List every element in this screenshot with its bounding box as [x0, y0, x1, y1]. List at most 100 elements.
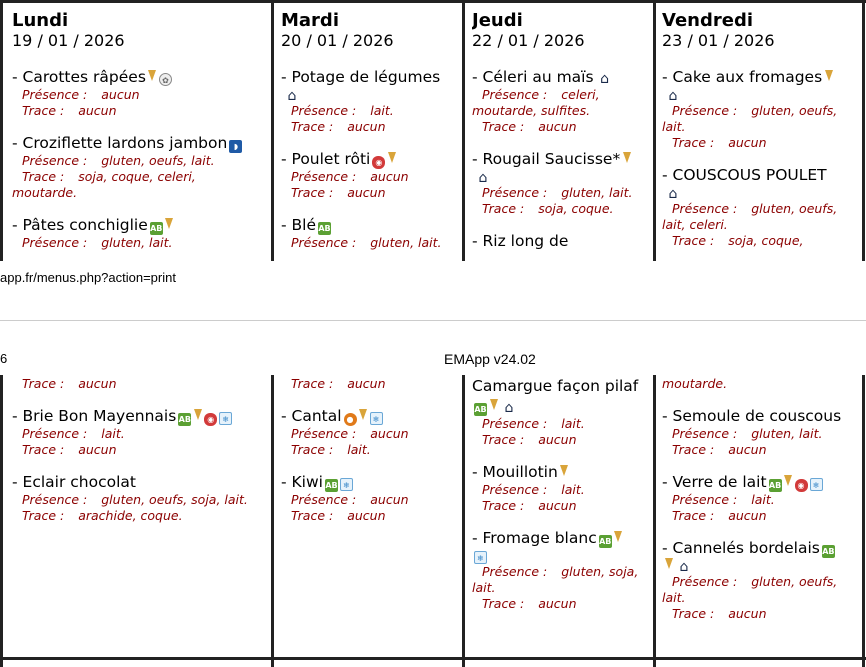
menu-dish: - Cannelés bordelais AB ⌂ Présence : gluten,…	[662, 538, 858, 622]
trace-label: Trace :	[482, 119, 525, 134]
presence-value: gluten, soja,	[561, 564, 639, 579]
trace-value: aucun	[538, 432, 577, 447]
trace-line: Trace : soja, coque,	[662, 233, 858, 249]
day-column: Lundi 19 / 01 / 2026- Carottes râpées ✿ Pré…	[12, 0, 268, 261]
dish-continued: Trace : aucun	[281, 376, 459, 392]
bio-icon: AB	[178, 413, 192, 426]
trace-value: aucun	[78, 103, 117, 118]
presence-line: Présence : aucun	[281, 492, 459, 508]
house-icon: ⌂	[478, 170, 488, 186]
cone-icon	[560, 465, 569, 478]
trace-value: aucun	[78, 442, 117, 457]
dish-name: - Kiwi AB ❄	[281, 472, 459, 492]
trace-value: soja, coque.	[538, 201, 614, 216]
trace-line: Trace : aucun	[281, 185, 459, 201]
presence-value: lait.	[101, 426, 125, 441]
dish-name: - Cannelés bordelais AB	[662, 538, 858, 558]
trace-value: aucun	[347, 376, 386, 391]
presence-value: gluten, lait.	[561, 185, 633, 200]
cone-icon	[824, 70, 833, 83]
cone-icon	[359, 409, 368, 422]
trace-line: Trace : aucun	[662, 442, 858, 458]
column-border	[653, 375, 656, 667]
bio-icon: AB	[598, 535, 612, 548]
presence-value: gluten, lait.	[751, 426, 823, 441]
presence-line: Présence : gluten, lait.	[12, 235, 268, 251]
cone-icon	[165, 218, 174, 231]
presence-label: Présence :	[22, 153, 88, 168]
dish-name: - Riz long de	[472, 231, 650, 251]
day-column: Vendredi 23 / 01 / 2026 - Cake aux fromage…	[662, 0, 858, 261]
day-column: Camargue façon pilaf AB ⌂ Présence : lait. Tr…	[472, 375, 650, 626]
dish-icons: ❄	[472, 548, 650, 564]
red-icon: ◉	[372, 156, 386, 169]
trace-line: Trace : aucun	[662, 508, 858, 524]
presence-line: Présence : gluten, oeufs,	[662, 103, 858, 119]
column-border	[862, 375, 865, 667]
dish-icons: AB ⌂	[472, 396, 650, 416]
menu-dish: - Pâtes conchiglie AB Présence : gluten, la…	[12, 215, 268, 251]
trace-line: Trace : aucun	[12, 376, 268, 392]
trace-label: Trace :	[672, 508, 715, 523]
cone-icon	[193, 409, 202, 422]
presence-label: Présence :	[22, 87, 88, 102]
dish-text: - Eclair chocolat	[12, 473, 136, 491]
presence-label: Présence :	[672, 201, 738, 216]
menu-page-2: Trace : aucun - Brie Bon Mayennais AB ◉ ❄ Prés…	[0, 375, 866, 667]
presence-value: gluten, oeufs,	[751, 103, 838, 118]
dish-text: - Riz long de	[472, 232, 569, 250]
presence-line: Présence : aucun	[12, 87, 268, 103]
trace-label: Trace :	[291, 508, 334, 523]
shield-icon: ◗	[229, 140, 243, 153]
trace-value: soja, coque, celeri,	[78, 169, 196, 184]
presence-label: Présence :	[291, 103, 357, 118]
trace-line: Trace : aucun	[662, 135, 858, 151]
presence-label: Présence :	[482, 482, 548, 497]
drop-icon: ❄	[219, 412, 233, 425]
house-icon: ⌂	[504, 400, 514, 416]
presence-label: Présence :	[22, 235, 88, 250]
cone-icon	[387, 152, 396, 165]
menu-dish: - Mouillotin Présence : lait. Trace : aucun	[472, 462, 650, 514]
presence-continued: lait, celeri.	[662, 217, 728, 232]
trace-label: Trace :	[672, 442, 715, 457]
presence-label: Présence :	[291, 492, 357, 507]
presence-line: Présence : lait.	[472, 416, 650, 432]
presence-line: Présence : lait.	[281, 103, 459, 119]
drop-icon: ❄	[339, 478, 353, 491]
trace-continued: moutarde.	[12, 185, 78, 200]
presence-label: Présence :	[482, 564, 548, 579]
trace-label: Trace :	[291, 185, 334, 200]
trace-label: Trace :	[22, 169, 65, 184]
presence-line: Présence : gluten, lait.	[472, 185, 650, 201]
dish-name-continued: Camargue façon pilaf	[472, 376, 650, 396]
trace-label: Trace :	[22, 376, 65, 391]
presence-line: Présence : aucun	[281, 169, 459, 185]
day-column: Jeudi 22 / 01 / 2026- Céleri au maïs ⌂ Prés…	[472, 0, 650, 261]
drop-icon: ❄	[809, 478, 823, 491]
trace-line: Trace : aucun	[472, 498, 650, 514]
trace-value: aucun	[538, 119, 577, 134]
presence-label: Présence :	[672, 574, 738, 589]
dish-name: - COUSCOUS POULET	[662, 165, 858, 185]
dish-text: - Rougail Saucisse*	[472, 150, 621, 168]
trace-value: aucun	[538, 596, 577, 611]
day-date: 23 / 01 / 2026	[662, 31, 775, 50]
trace-line: Trace : aucun	[472, 596, 650, 612]
presence-value: gluten, oeufs,	[751, 574, 838, 589]
trace-label: Trace :	[291, 442, 334, 457]
trace-line: Trace : aucun	[12, 442, 268, 458]
day-date: 22 / 01 / 2026	[472, 31, 585, 50]
presence-line: Présence : celeri,	[472, 87, 650, 103]
menu-dish: - Carottes râpées ✿ Présence : aucun Trace :…	[12, 67, 268, 119]
day-column: moutarde. - Semoule de couscous Présence :…	[662, 375, 858, 636]
presence-continued: lait.	[662, 590, 686, 605]
dish-text: - Mouillotin	[472, 463, 558, 481]
dish-icons: ⌂	[662, 87, 858, 103]
dish-text: - Brie Bon Mayennais	[12, 407, 177, 425]
dish-name: - Brie Bon Mayennais AB ◉ ❄	[12, 406, 268, 426]
trace-value: aucun	[728, 442, 767, 457]
presence-label: Présence :	[22, 426, 88, 441]
dish-text: - COUSCOUS POULET	[662, 166, 827, 184]
presence-value: aucun	[370, 492, 409, 507]
